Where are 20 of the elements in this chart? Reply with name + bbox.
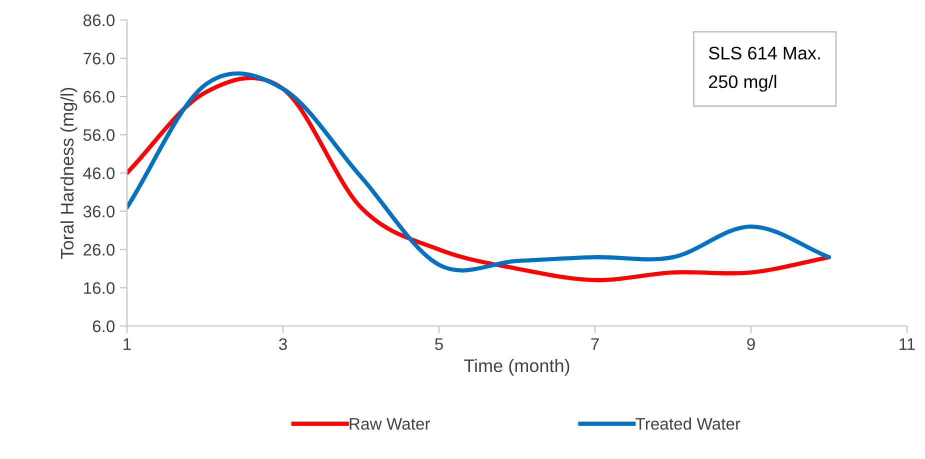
y-axis-title: Toral Hardness (mg/l) — [60, 88, 78, 259]
y-tick-label: 26.0 — [84, 244, 115, 256]
x-axis-title: Time (month) — [464, 358, 570, 376]
x-tick-label: 1 — [124, 338, 131, 350]
x-tick-label: 9 — [747, 338, 755, 350]
x-tick-label: 3 — [279, 338, 287, 350]
y-tick-label: 76.0 — [84, 52, 115, 64]
y-tick-label: 16.0 — [84, 282, 115, 294]
x-tick-label: 11 — [900, 338, 915, 350]
y-tick-label: 36.0 — [83, 206, 115, 218]
legend-label: Treated Water — [636, 418, 740, 430]
y-tick-label: 56.0 — [83, 129, 115, 141]
y-tick-label: 6.0 — [92, 320, 115, 332]
y-tick-label: 66.0 — [84, 90, 115, 103]
annotation: SLS 614 Max. 250 mg/l — [708, 46, 820, 92]
y-tick-label: 86.0 — [83, 14, 115, 26]
x-tick-label: 5 — [435, 338, 443, 350]
x-tick-label: 7 — [591, 338, 599, 350]
legend-label: Raw Water — [350, 418, 430, 430]
y-tick-label: 46.0 — [83, 167, 115, 180]
